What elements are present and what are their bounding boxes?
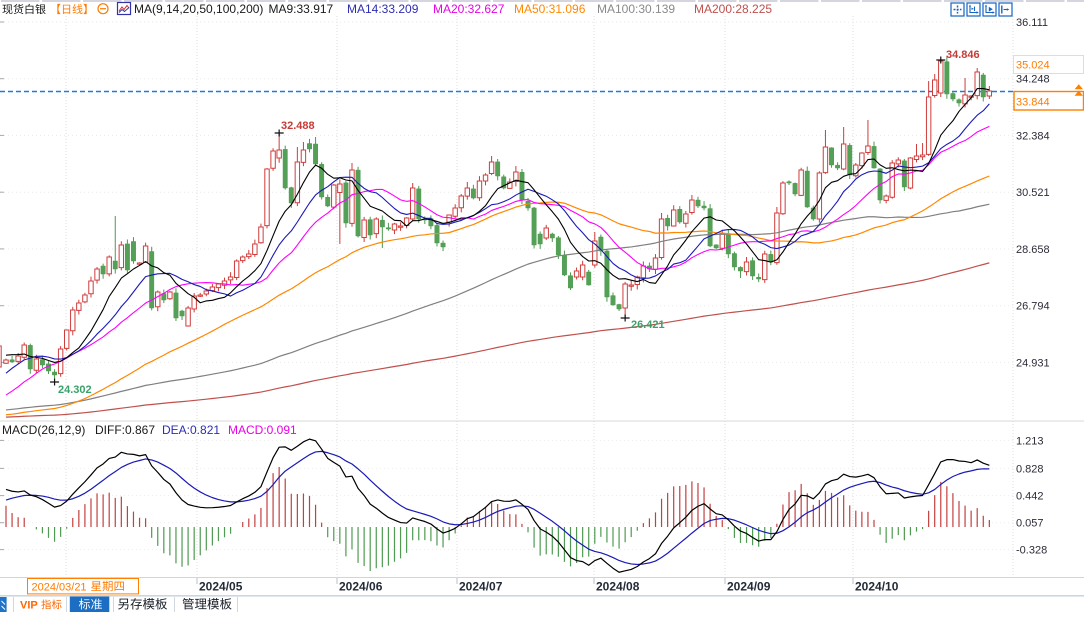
svg-text:MA9:33.917: MA9:33.917 <box>269 2 334 16</box>
svg-text:MACD:0.091: MACD:0.091 <box>228 423 297 437</box>
svg-text:0.442: 0.442 <box>1016 491 1044 503</box>
svg-text:0.057: 0.057 <box>1016 518 1044 530</box>
svg-text:2024/10: 2024/10 <box>855 580 899 594</box>
svg-text:30.521: 30.521 <box>1016 187 1050 199</box>
svg-text:36.111: 36.111 <box>1016 17 1048 29</box>
svg-text:0.828: 0.828 <box>1016 463 1044 475</box>
svg-text:1.213: 1.213 <box>1016 435 1044 447</box>
svg-text:34.846: 34.846 <box>946 49 980 61</box>
svg-text:26.794: 26.794 <box>1016 301 1050 313</box>
svg-text:32.488: 32.488 <box>281 120 315 132</box>
svg-text:MA14:33.209: MA14:33.209 <box>347 2 419 16</box>
svg-text:34.248: 34.248 <box>1016 74 1050 86</box>
svg-text:26.421: 26.421 <box>631 319 665 331</box>
svg-text:2024/09: 2024/09 <box>727 580 771 594</box>
svg-text:MA20:32.627: MA20:32.627 <box>433 2 505 16</box>
svg-text:28.658: 28.658 <box>1016 244 1050 256</box>
svg-text:MA(9,14,20,50,100,200): MA(9,14,20,50,100,200) <box>134 2 263 16</box>
svg-text:MA100:30.139: MA100:30.139 <box>597 2 675 16</box>
svg-text:35.024: 35.024 <box>1016 60 1050 72</box>
svg-text:MA50:31.096: MA50:31.096 <box>514 2 586 16</box>
svg-text:DIFF:0.867: DIFF:0.867 <box>95 423 155 437</box>
svg-text:MA200:28.225: MA200:28.225 <box>694 2 772 16</box>
svg-text:24.302: 24.302 <box>58 384 92 396</box>
svg-text:MACD(26,12,9): MACD(26,12,9) <box>2 423 85 437</box>
svg-text:2024/03/21: 2024/03/21 <box>32 581 87 593</box>
svg-text:33.844: 33.844 <box>1016 97 1050 109</box>
svg-text:24.931: 24.931 <box>1016 357 1050 369</box>
svg-text:2024/07: 2024/07 <box>459 580 503 594</box>
svg-text:32.384: 32.384 <box>1016 130 1050 142</box>
svg-text:2024/05: 2024/05 <box>199 580 243 594</box>
svg-text:DEA:0.821: DEA:0.821 <box>162 423 220 437</box>
svg-text:-0.328: -0.328 <box>1016 545 1047 557</box>
svg-text:2024/08: 2024/08 <box>596 580 640 594</box>
svg-text:VIP: VIP <box>20 599 38 611</box>
svg-text:2024/06: 2024/06 <box>339 580 383 594</box>
